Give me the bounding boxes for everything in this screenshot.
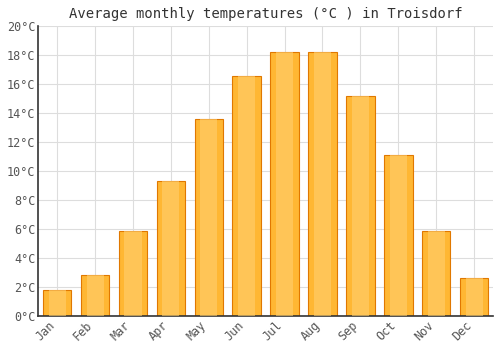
Bar: [276, 52, 293, 316]
Bar: [48, 290, 66, 316]
Bar: [428, 231, 444, 316]
Bar: [86, 275, 104, 316]
Bar: [200, 119, 218, 316]
Bar: [270, 52, 299, 316]
Bar: [422, 231, 450, 316]
Bar: [384, 155, 412, 316]
Bar: [308, 52, 336, 316]
Title: Average monthly temperatures (°C ) in Troisdorf: Average monthly temperatures (°C ) in Tr…: [69, 7, 462, 21]
Bar: [194, 119, 223, 316]
Bar: [314, 52, 331, 316]
Bar: [81, 275, 110, 316]
Bar: [352, 96, 369, 316]
Bar: [460, 278, 488, 316]
Bar: [124, 231, 142, 316]
Bar: [466, 278, 482, 316]
Bar: [43, 290, 72, 316]
Bar: [346, 96, 374, 316]
Bar: [156, 181, 185, 316]
Bar: [390, 155, 407, 316]
Bar: [238, 76, 255, 316]
Bar: [162, 181, 180, 316]
Bar: [232, 76, 261, 316]
Bar: [119, 231, 147, 316]
